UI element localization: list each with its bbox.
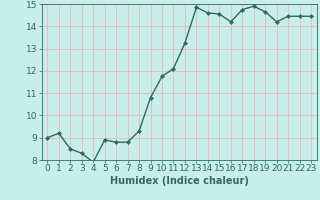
X-axis label: Humidex (Indice chaleur): Humidex (Indice chaleur) [110,176,249,186]
